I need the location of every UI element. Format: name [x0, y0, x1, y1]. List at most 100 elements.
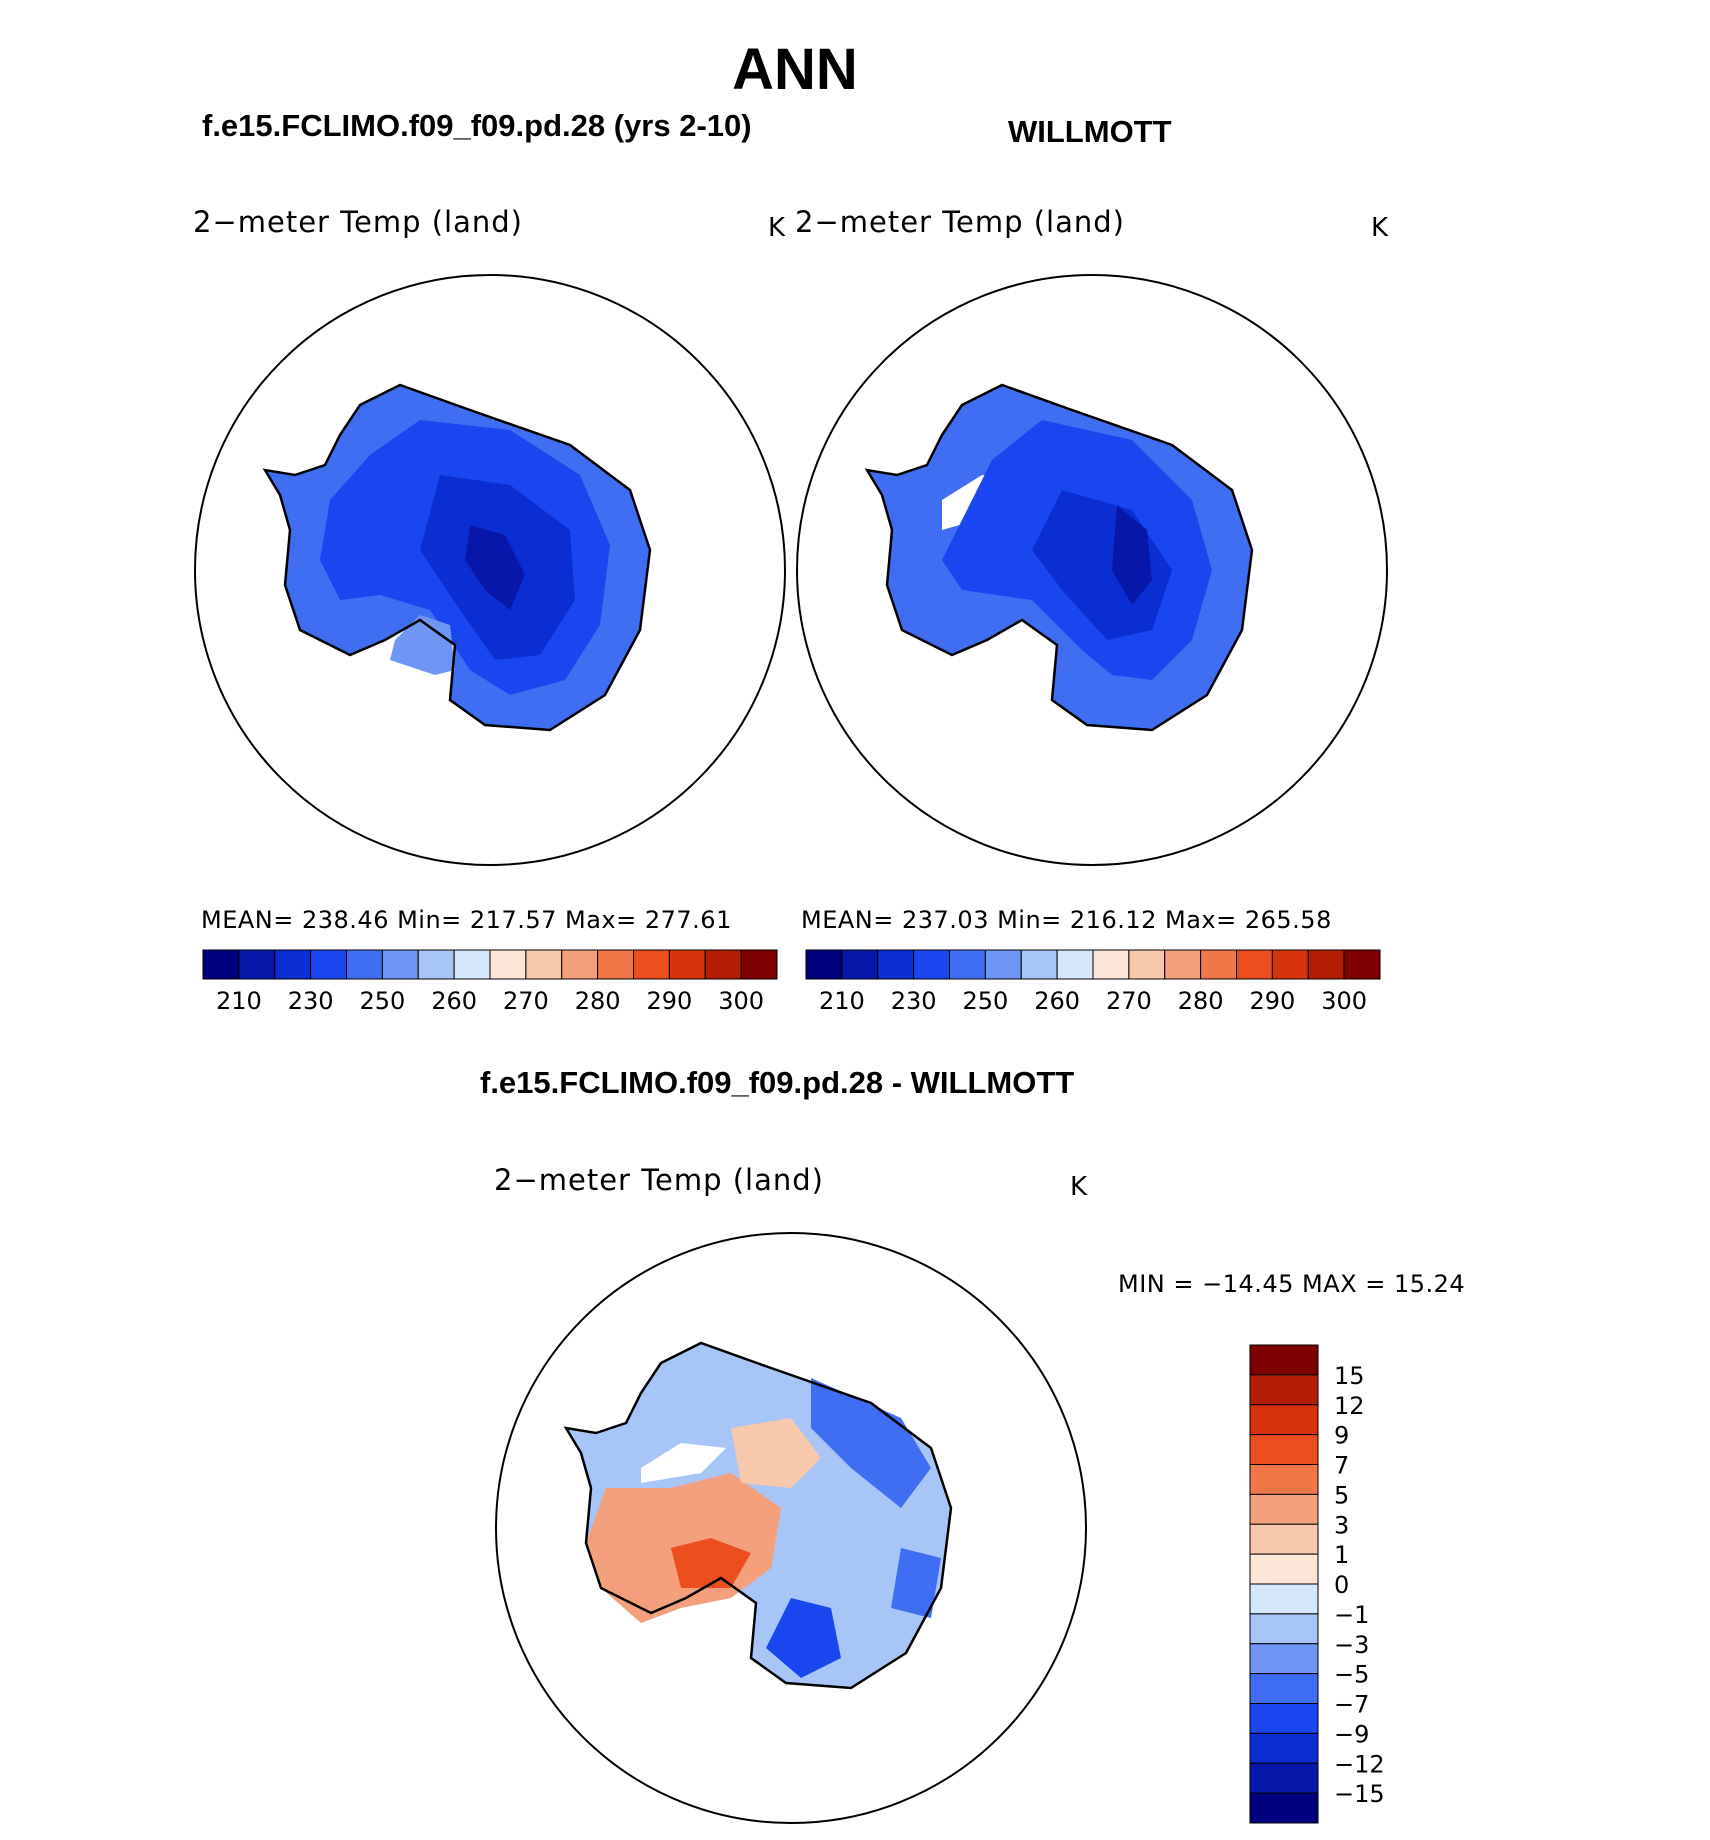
right-colorbar-swatch	[1343, 949, 1381, 980]
diff-warm-plateau	[731, 1418, 821, 1488]
diff-missing-data	[641, 1443, 726, 1483]
left-antarctica-core	[465, 525, 525, 610]
left-colorbar-swatch	[668, 949, 706, 980]
left-map-boundary	[194, 274, 786, 866]
left-stats: MEAN= 238.46 Min= 217.57 Max= 277.61	[201, 906, 732, 934]
diff-colorbar-swatch	[1249, 1493, 1319, 1525]
diff-colorbar-tick-label: −3	[1334, 1631, 1369, 1659]
right-colorbar-tick-label: 210	[819, 987, 865, 1015]
left-colorbar-swatch	[704, 949, 742, 980]
diff-colorbar-tick-label: 12	[1334, 1392, 1365, 1420]
right-antarctica-core	[1112, 505, 1152, 605]
right-map-boundary	[796, 274, 1388, 866]
diff-colorbar-swatch	[1249, 1464, 1319, 1495]
right-colorbar-swatch	[841, 949, 879, 980]
right-variable-label: 2−meter Temp (land)	[795, 205, 1125, 239]
diff-colorbar-swatch	[1249, 1404, 1319, 1436]
left-colorbar-tick-label: 270	[503, 987, 549, 1015]
diff-warm-core	[671, 1538, 751, 1588]
left-colorbar-tick-label: 300	[718, 987, 764, 1015]
diff-colorbar-tick-label: 7	[1334, 1452, 1349, 1480]
left-colorbar-swatch	[597, 949, 634, 980]
right-colorbar-swatch	[805, 949, 843, 980]
left-ross-shelf	[390, 615, 455, 675]
left-units-label: K	[768, 213, 786, 243]
right-colorbar-tick-label: 270	[1106, 987, 1152, 1015]
left-colorbar-tick-label: 260	[431, 987, 477, 1015]
left-colorbar-tick-label: 230	[288, 987, 334, 1015]
left-colorbar-swatch	[453, 949, 491, 980]
diff-cold-coast	[891, 1548, 941, 1618]
diff-colorbar-tick-label: −9	[1334, 1720, 1369, 1748]
left-colorbar-tick-label: 210	[216, 987, 262, 1015]
right-colorbar-swatch	[1092, 949, 1130, 980]
left-colorbar: 210 230 250 260 270 280 290 300	[202, 949, 778, 1015]
left-colorbar-swatch	[238, 949, 276, 980]
right-stats: MEAN= 237.03 Min= 216.12 Max= 265.58	[801, 906, 1332, 934]
diff-colorbar-swatch	[1249, 1523, 1319, 1555]
left-colorbar-swatch	[202, 949, 240, 980]
left-colorbar-swatch	[346, 949, 383, 980]
diff-colorbar-tick-label: −15	[1334, 1780, 1385, 1808]
main-title: ANN	[732, 37, 858, 102]
diff-cold-east	[811, 1378, 931, 1508]
diff-colorbar-swatch	[1249, 1583, 1319, 1615]
left-polar-map	[194, 274, 786, 866]
right-colorbar-swatch	[1200, 949, 1237, 980]
diff-colorbar-swatch	[1249, 1703, 1319, 1734]
diff-colorbar-swatch	[1249, 1792, 1319, 1824]
diff-cold-south	[766, 1598, 841, 1678]
left-case-title: f.e15.FCLIMO.f09_f09.pd.28 (yrs 2-10)	[202, 108, 752, 143]
left-colorbar-swatch	[525, 949, 563, 980]
diff-colorbar-tick-label: −1	[1334, 1601, 1369, 1629]
diff-stats: MIN = −14.45 MAX = 15.24	[1118, 1270, 1466, 1298]
right-colorbar-swatch	[913, 949, 950, 980]
diff-colorbar-swatch	[1249, 1374, 1319, 1406]
left-colorbar-swatch	[417, 949, 455, 980]
right-colorbar-swatch	[1164, 949, 1202, 980]
diff-colorbar-swatch	[1249, 1553, 1319, 1585]
right-colorbar-tick-label: 250	[962, 987, 1008, 1015]
left-colorbar-swatch	[740, 949, 778, 980]
diff-colorbar-swatch	[1249, 1673, 1319, 1704]
right-colorbar-swatch	[1020, 949, 1058, 980]
left-colorbar-swatch	[381, 949, 419, 980]
diff-colorbar-swatch	[1249, 1732, 1319, 1764]
diff-colorbar-swatch	[1249, 1434, 1319, 1465]
right-colorbar-swatch	[949, 949, 986, 980]
right-colorbar-swatch	[984, 949, 1022, 980]
diff-colorbar-swatch	[1249, 1762, 1319, 1794]
right-colorbar-tick-label: 300	[1321, 987, 1367, 1015]
left-colorbar-swatch	[274, 949, 312, 980]
diff-colorbar-tick-label: 3	[1334, 1511, 1349, 1539]
diff-colorbar-tick-label: 0	[1334, 1571, 1349, 1599]
right-colorbar-tick-label: 290	[1249, 987, 1295, 1015]
diff-colorbar-swatch	[1249, 1613, 1319, 1645]
right-colorbar-swatch	[1271, 949, 1309, 980]
left-colorbar-swatch	[310, 949, 347, 980]
diff-variable-label: 2−meter Temp (land)	[494, 1163, 824, 1197]
diff-polar-map	[495, 1232, 1087, 1824]
left-colorbar-tick-label: 250	[359, 987, 405, 1015]
diff-colorbar-tick-label: −7	[1334, 1691, 1369, 1719]
right-colorbar-tick-label: 230	[891, 987, 937, 1015]
right-colorbar-tick-label: 260	[1034, 987, 1080, 1015]
diff-colorbar-tick-label: 9	[1334, 1422, 1349, 1450]
right-colorbar-swatch	[1236, 949, 1273, 980]
right-polar-map	[796, 274, 1388, 866]
diff-colorbar-tick-label: −12	[1334, 1750, 1385, 1778]
left-colorbar-swatch	[633, 949, 670, 980]
diff-units-label: K	[1070, 1172, 1088, 1202]
left-colorbar-tick-label: 280	[575, 987, 621, 1015]
diff-colorbar-swatch	[1249, 1344, 1319, 1376]
diff-colorbar-tick-label: 15	[1334, 1362, 1365, 1390]
right-units-label: K	[1371, 213, 1389, 243]
left-colorbar-tick-label: 290	[646, 987, 692, 1015]
right-colorbar-swatch	[1128, 949, 1166, 980]
left-colorbar-swatch	[561, 949, 599, 980]
diff-colorbar-tick-label: 5	[1334, 1481, 1349, 1509]
diff-colorbar-swatch	[1249, 1643, 1319, 1675]
right-colorbar-swatch	[877, 949, 915, 980]
right-colorbar: 210 230 250 260 270 280 290 300	[805, 949, 1381, 1015]
